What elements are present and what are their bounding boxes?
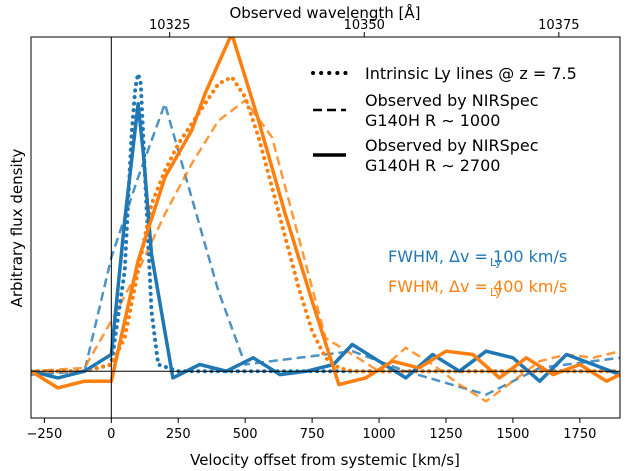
series-dashed-fwhm-100 xyxy=(31,102,620,396)
fwhm-400-subscript: Ly xyxy=(490,286,502,299)
x-axis-label: Velocity offset from systemic [km/s] xyxy=(190,451,460,469)
series-solid-fwhm-100 xyxy=(31,102,620,383)
bottom-x-axis: −250 0 250 500 750 1000 1250 1500 1750 xyxy=(27,418,596,442)
fwhm-100-subscript: Ly xyxy=(490,256,502,269)
legend: Intrinsic Ly lines @ z = 7.5 Observed by… xyxy=(311,64,577,175)
bottom-tick-label: 1250 xyxy=(429,427,462,442)
top-tick-label: 10375 xyxy=(538,18,579,33)
fwhm-annotation-400: FWHM, Δv = 400 km/s Ly xyxy=(388,277,567,299)
series-dashed-fwhm-400 xyxy=(31,99,620,403)
series-layer xyxy=(31,37,620,403)
fwhm-annotation-100: FWHM, Δv = 100 km/s Ly xyxy=(388,247,567,269)
bottom-tick-label: −250 xyxy=(27,427,63,442)
legend-label-r1000-line1: Observed by NIRSpec xyxy=(365,91,539,110)
plot-frame xyxy=(30,36,621,419)
top-axis-label: Observed wavelength [Å] xyxy=(229,3,420,22)
y-axis-label: Arbitrary flux density xyxy=(8,149,26,308)
top-tick-label: 10350 xyxy=(344,18,385,33)
series-dotted-fwhm-100 xyxy=(31,71,620,374)
legend-label-intrinsic: Intrinsic Ly lines @ z = 7.5 xyxy=(365,64,577,83)
reference-lines xyxy=(31,37,620,418)
bottom-tick-label: 250 xyxy=(166,427,191,442)
bottom-tick-label: 500 xyxy=(233,427,258,442)
legend-label-r2700-line2: G140H R ∼ 2700 xyxy=(365,156,500,175)
top-tick-label: 10325 xyxy=(149,18,190,33)
fwhm-100-text: FWHM, Δv = 100 km/s xyxy=(388,247,567,266)
legend-label-r2700-line1: Observed by NIRSpec xyxy=(365,136,539,155)
series-dotted-fwhm-400 xyxy=(31,75,620,374)
series-solid-fwhm-400 xyxy=(31,37,620,390)
bottom-tick-label: 0 xyxy=(107,427,115,442)
bottom-tick-label: 1000 xyxy=(362,427,395,442)
legend-label-r1000-line2: G140H R ∼ 1000 xyxy=(365,111,500,130)
fwhm-400-text: FWHM, Δv = 400 km/s xyxy=(388,277,567,296)
bottom-tick-label: 1500 xyxy=(496,427,529,442)
bottom-tick-label: 750 xyxy=(300,427,325,442)
top-x-axis: 10325 10350 10375 xyxy=(149,18,580,37)
bottom-tick-label: 1750 xyxy=(563,427,596,442)
